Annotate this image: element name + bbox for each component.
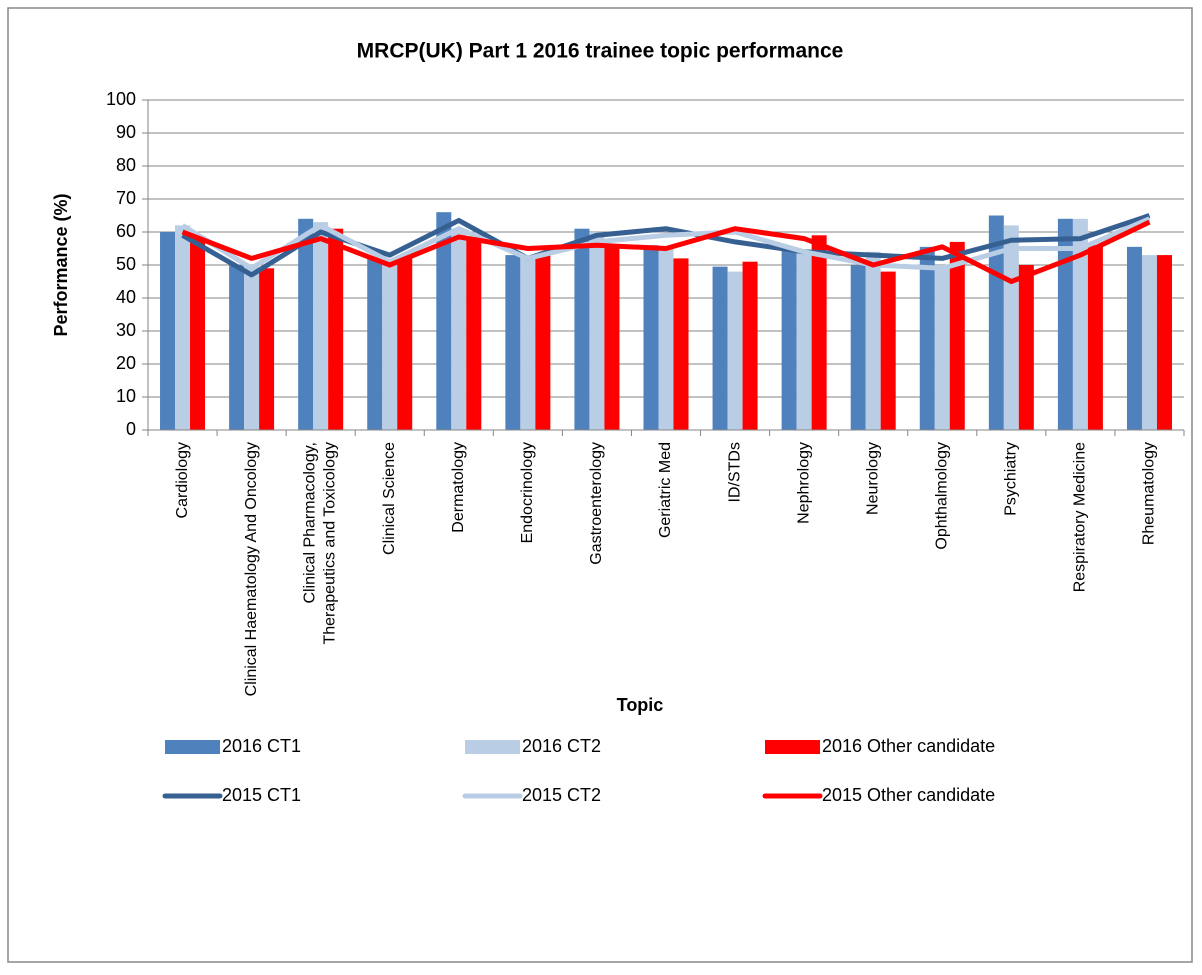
legend-swatch xyxy=(165,740,220,754)
bar xyxy=(451,228,467,430)
y-tick-label: 60 xyxy=(116,221,136,241)
y-tick-label: 40 xyxy=(116,287,136,307)
bar xyxy=(919,246,935,430)
x-tick-label: Clinical Science xyxy=(381,442,398,555)
x-tick-label: Dermatology xyxy=(450,442,467,533)
x-axis-label: Topic xyxy=(617,695,664,715)
y-axis-label: Performance (%) xyxy=(51,193,71,336)
bar xyxy=(988,215,1004,430)
bar xyxy=(1057,218,1073,430)
bar xyxy=(712,266,728,430)
bar xyxy=(658,248,674,430)
y-tick-label: 100 xyxy=(106,89,136,109)
x-tick-label: Clinical Haematology And Oncology xyxy=(243,442,260,696)
x-tick-label: Respiratory Medicine xyxy=(1072,442,1089,592)
bar xyxy=(1003,225,1019,430)
bar xyxy=(505,255,521,430)
y-tick-label: 50 xyxy=(116,254,136,274)
line xyxy=(181,219,1151,284)
bar xyxy=(313,222,329,430)
legend-label: 2016 CT2 xyxy=(522,736,601,756)
bar xyxy=(742,261,758,430)
bar xyxy=(850,265,866,430)
bar xyxy=(367,258,383,430)
x-tick-label: Psychiatry xyxy=(1003,442,1020,516)
y-tick-label: 30 xyxy=(116,320,136,340)
bar xyxy=(259,268,275,430)
bar xyxy=(796,251,812,430)
bar xyxy=(1072,218,1088,430)
bar xyxy=(382,261,398,430)
x-tick-label: Endocrinology xyxy=(519,442,536,543)
bar xyxy=(1156,255,1172,430)
y-tick-label: 90 xyxy=(116,122,136,142)
bar xyxy=(673,258,689,430)
y-tick-label: 20 xyxy=(116,353,136,373)
bar xyxy=(811,235,827,430)
x-tick-label: Rheumatology xyxy=(1141,442,1158,545)
x-tick-label: Gastroenterology xyxy=(588,442,605,565)
bar xyxy=(1018,265,1034,430)
x-tick-label: Ophthalmology xyxy=(933,442,950,550)
bar xyxy=(589,232,605,430)
x-tick-label: Geriatric Med xyxy=(657,442,674,538)
chart-frame xyxy=(7,7,1193,963)
bar xyxy=(1087,245,1103,430)
y-tick-label: 10 xyxy=(116,386,136,406)
bar xyxy=(949,241,965,430)
bar xyxy=(1126,246,1142,430)
line xyxy=(181,216,1151,271)
bar xyxy=(1141,255,1157,430)
bar xyxy=(298,218,314,430)
bar xyxy=(436,212,452,430)
legend-label: 2016 CT1 xyxy=(222,736,301,756)
y-tick-label: 70 xyxy=(116,188,136,208)
legend-label: 2015 CT2 xyxy=(522,785,601,805)
bar xyxy=(160,232,176,430)
x-tick-label: Nephrology xyxy=(795,442,812,524)
bar xyxy=(397,258,413,430)
legend-swatch xyxy=(465,740,520,754)
legend-label: 2016 Other candidate xyxy=(822,736,995,756)
y-tick-label: 80 xyxy=(116,155,136,175)
bar xyxy=(466,238,482,430)
bar xyxy=(781,248,797,430)
legend-label: 2015 CT1 xyxy=(222,785,301,805)
bar xyxy=(190,238,206,430)
x-tick-label: Clinical Pharmacology, Therapeutics and T… xyxy=(302,442,339,645)
bar xyxy=(229,265,245,430)
bar xyxy=(604,245,620,430)
legend-label: 2015 Other candidate xyxy=(822,785,995,805)
bar xyxy=(535,255,551,430)
bar xyxy=(880,271,896,430)
chart-title: MRCP(UK) Part 1 2016 trainee topic perfo… xyxy=(357,40,844,63)
bar xyxy=(328,228,344,430)
bar xyxy=(244,265,260,430)
x-tick-label: Cardiology xyxy=(174,442,191,518)
y-tick-label: 0 xyxy=(126,419,136,439)
bar xyxy=(643,245,659,430)
bar xyxy=(520,258,536,430)
bar xyxy=(865,251,881,430)
bar xyxy=(574,228,590,430)
bar xyxy=(175,225,191,430)
x-tick-label: Neurology xyxy=(864,442,881,515)
bar xyxy=(934,265,950,430)
bar xyxy=(727,271,743,430)
x-tick-label: ID/STDs xyxy=(726,442,743,502)
legend-swatch xyxy=(765,740,820,754)
